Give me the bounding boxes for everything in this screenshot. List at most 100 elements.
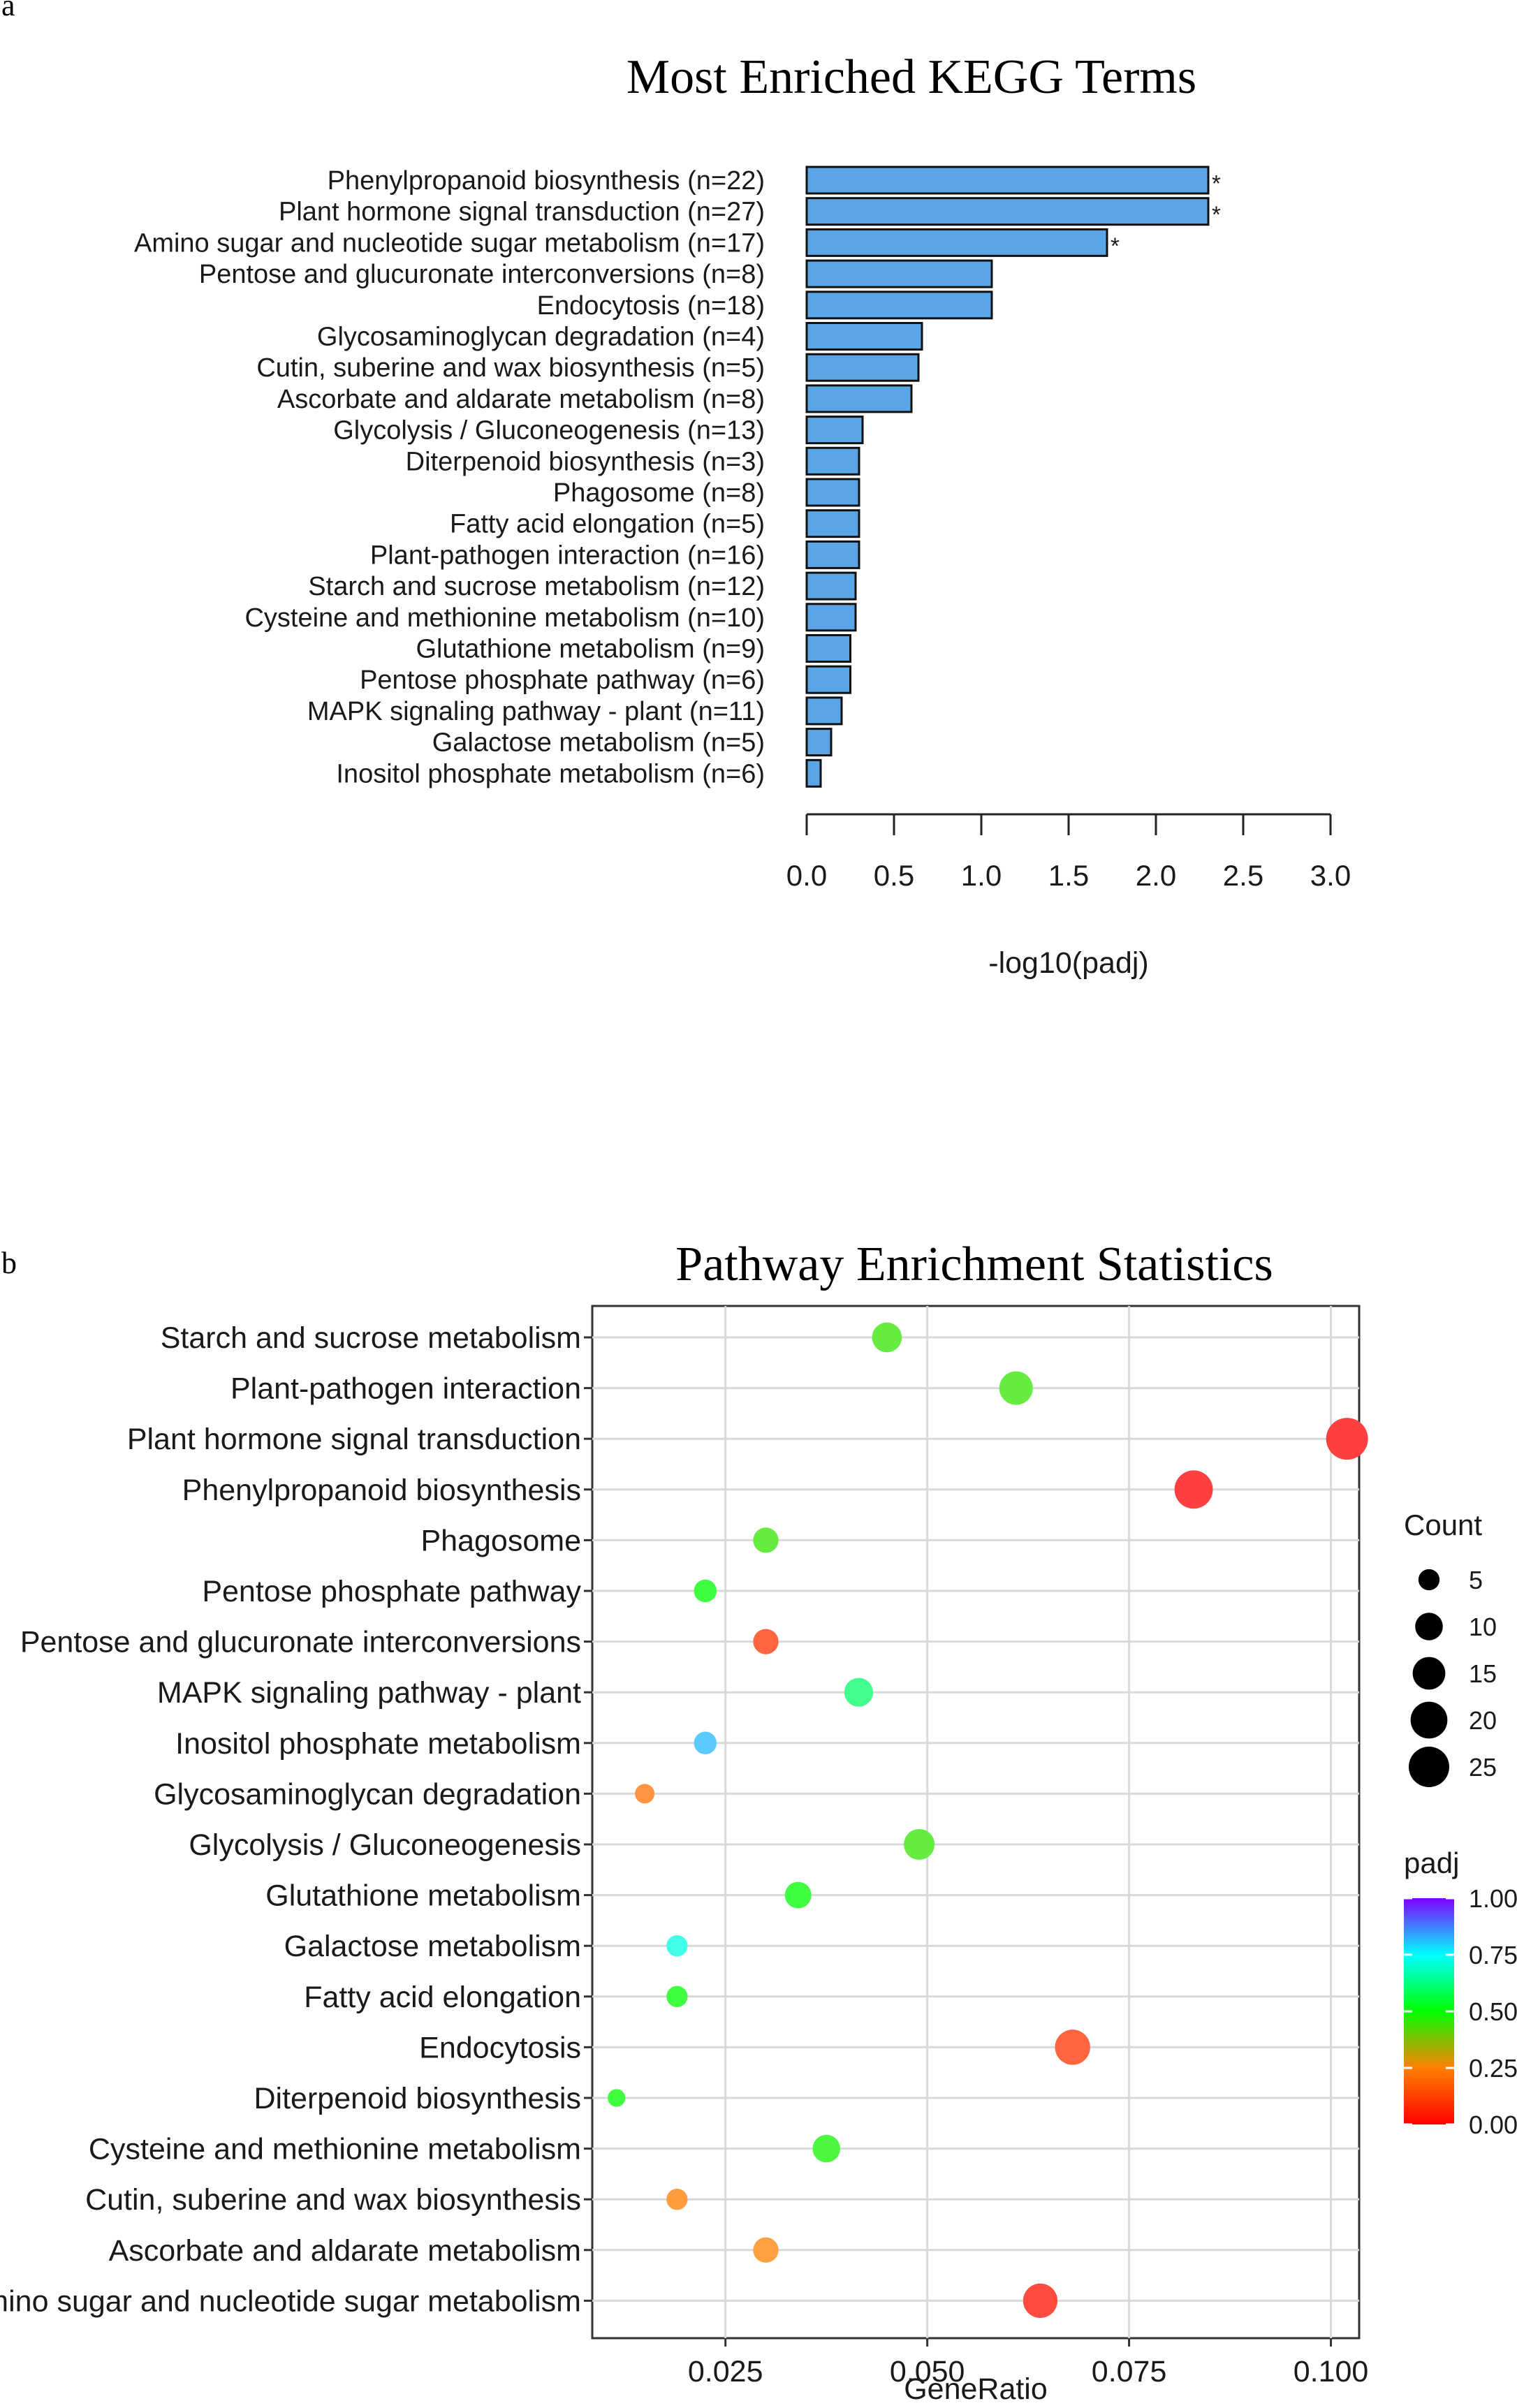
bar-x-tick-label: 2.0 bbox=[1136, 859, 1176, 892]
bar-category-label: Amino sugar and nucleotide sugar metabol… bbox=[134, 228, 765, 258]
significance-marker: * bbox=[1111, 233, 1120, 258]
bar-x-tick-label: 2.5 bbox=[1223, 859, 1263, 892]
bubble-point bbox=[999, 1371, 1033, 1405]
padj-legend-label: 0.50 bbox=[1469, 1997, 1517, 2026]
count-legend-title: Count bbox=[1404, 1508, 1482, 1541]
bubble-category-label: Pentose phosphate pathway bbox=[202, 1575, 581, 1608]
bubble-point bbox=[1174, 1470, 1213, 1509]
count-legend-label: 25 bbox=[1469, 1753, 1497, 1782]
significance-marker: * bbox=[1212, 170, 1221, 196]
bubble-category-label: MAPK signaling pathway - plant bbox=[157, 1676, 581, 1710]
bubble-point bbox=[608, 2089, 626, 2107]
bubble-category-label: Ascorbate and aldarate metabolism bbox=[109, 2234, 581, 2268]
padj-legend: padj 1.00 0.75 0.50 0.25 0.00 bbox=[1404, 1847, 1517, 2139]
bar bbox=[805, 322, 923, 351]
panel-label-a: a bbox=[1, 0, 15, 22]
bar bbox=[805, 728, 833, 757]
bar-category-label: Endocytosis (n=18) bbox=[537, 291, 765, 321]
bubble-point bbox=[635, 1784, 655, 1804]
bar-x-axis-label: -log10(padj) bbox=[988, 946, 1148, 980]
bubble-point bbox=[666, 2189, 688, 2210]
pathway-bubble-chart: Pathway Enrichment Statistics Starch and… bbox=[0, 1238, 1517, 2406]
bar-category-label: Ascorbate and aldarate metabolism (n=8) bbox=[277, 385, 765, 414]
bar bbox=[805, 384, 913, 413]
bubble-category-label: Fatty acid elongation bbox=[304, 1981, 581, 2014]
bubble-x-tick-label: 0.100 bbox=[1294, 2355, 1369, 2388]
bubble-x-tick-label: 0.025 bbox=[688, 2355, 763, 2388]
bubble-category-label: Glycolysis / Gluconeogenesis bbox=[189, 1828, 581, 1862]
bubble-category-label: Amino sugar and nucleotide sugar metabol… bbox=[0, 2284, 581, 2318]
bubble-category-label: Glutathione metabolism bbox=[265, 1879, 581, 1913]
count-legend-dot bbox=[1418, 1569, 1440, 1591]
bar-category-label: Starch and sucrose metabolism (n=12) bbox=[308, 572, 765, 601]
bar-x-tick-label: 1.5 bbox=[1048, 859, 1089, 892]
bubble-category-label: Phenylpropanoid biosynthesis bbox=[182, 1474, 581, 1507]
bubble-category-label: Inositol phosphate metabolism bbox=[175, 1727, 581, 1761]
bar-x-tick-label: 1.0 bbox=[961, 859, 1002, 892]
bar bbox=[805, 696, 843, 726]
bar bbox=[805, 259, 993, 288]
bubble-chart-title: Pathway Enrichment Statistics bbox=[675, 1238, 1273, 1291]
significance-marker: * bbox=[1212, 202, 1221, 228]
bar-x-tick-label: 0.0 bbox=[786, 859, 827, 892]
bar-chart-title: Most Enriched KEGG Terms bbox=[626, 50, 1196, 104]
bubble-point bbox=[753, 1527, 779, 1553]
bar-category-label: Glutathione metabolism (n=9) bbox=[416, 635, 765, 664]
bubble-category-label: Plant-pathogen interaction bbox=[230, 1372, 581, 1406]
bubble-x-tick-label: 0.075 bbox=[1092, 2355, 1167, 2388]
padj-legend-title: padj bbox=[1404, 1847, 1459, 1879]
bar-category-label: Diterpenoid biosynthesis (n=3) bbox=[406, 447, 765, 476]
bar bbox=[805, 446, 860, 476]
bar bbox=[805, 228, 1108, 257]
bubble-category-label: Diterpenoid biosynthesis bbox=[254, 2082, 582, 2115]
padj-legend-label: 0.25 bbox=[1469, 2054, 1517, 2083]
count-legend-dot bbox=[1412, 1657, 1446, 1690]
bubble-point bbox=[844, 1677, 873, 1707]
bar bbox=[805, 758, 822, 788]
padj-legend-label: 0.00 bbox=[1469, 2110, 1517, 2139]
count-legend-label: 15 bbox=[1469, 1659, 1497, 1688]
bar-category-label: Phagosome (n=8) bbox=[553, 478, 765, 508]
bubble-point bbox=[904, 1828, 935, 1860]
bubble-point bbox=[666, 1935, 688, 1957]
bubble-point bbox=[1023, 2283, 1058, 2319]
bubble-point bbox=[666, 1985, 688, 2007]
bubble-category-label: Pentose and glucuronate interconversions bbox=[20, 1626, 581, 1659]
bubble-point bbox=[1326, 1418, 1368, 1460]
bubble-category-label: Glycosaminoglycan degradation bbox=[154, 1777, 581, 1811]
bubble-point bbox=[1055, 2029, 1090, 2065]
bubble-category-label: Cysteine and methionine metabolism bbox=[89, 2133, 581, 2166]
padj-legend-label: 0.75 bbox=[1469, 1941, 1517, 1969]
bar-category-label: Fatty acid elongation (n=5) bbox=[450, 510, 765, 539]
bubble-point bbox=[872, 1322, 902, 1353]
bubble-point bbox=[694, 1731, 717, 1755]
count-legend-label: 5 bbox=[1469, 1566, 1483, 1594]
bubble-category-label: Galactose metabolism bbox=[284, 1930, 581, 1963]
bar-category-label: MAPK signaling pathway - plant (n=11) bbox=[307, 697, 765, 726]
bubble-gridlines bbox=[592, 1306, 1359, 2338]
count-legend-label: 10 bbox=[1469, 1613, 1497, 1641]
bubble-x-axis-label: GeneRatio bbox=[904, 2372, 1048, 2406]
bar-x-ticks: 0.0 0.5 1.0 1.5 2.0 2.5 3.0 bbox=[786, 814, 1351, 892]
bubble-point bbox=[784, 1881, 812, 1909]
bubble-y-labels: Starch and sucrose metabolism Plant-patho… bbox=[0, 1321, 592, 2318]
bar bbox=[805, 416, 864, 445]
bar bbox=[805, 291, 993, 320]
bar bbox=[805, 197, 1210, 226]
panel-label-b: b bbox=[1, 1246, 17, 1280]
bubble-category-label: Cutin, suberine and wax biosynthesis bbox=[85, 2183, 581, 2217]
bar bbox=[805, 634, 851, 663]
bar bbox=[805, 353, 920, 382]
bar bbox=[805, 478, 860, 507]
count-legend-label: 20 bbox=[1469, 1706, 1497, 1735]
bubble-category-label: Phagosome bbox=[421, 1524, 582, 1557]
count-legend-dot bbox=[1415, 1613, 1443, 1640]
bar bbox=[805, 509, 860, 538]
bar-category-label: Glycosaminoglycan degradation (n=4) bbox=[317, 323, 765, 352]
bar bbox=[805, 540, 860, 569]
bar-category-label: Galactose metabolism (n=5) bbox=[432, 728, 765, 758]
kegg-bar-chart: Most Enriched KEGG Terms Phenylpropanoid… bbox=[134, 50, 1351, 980]
bar-category-label: Pentose phosphate pathway (n=6) bbox=[360, 666, 765, 695]
count-legend-dot bbox=[1410, 1701, 1448, 1739]
